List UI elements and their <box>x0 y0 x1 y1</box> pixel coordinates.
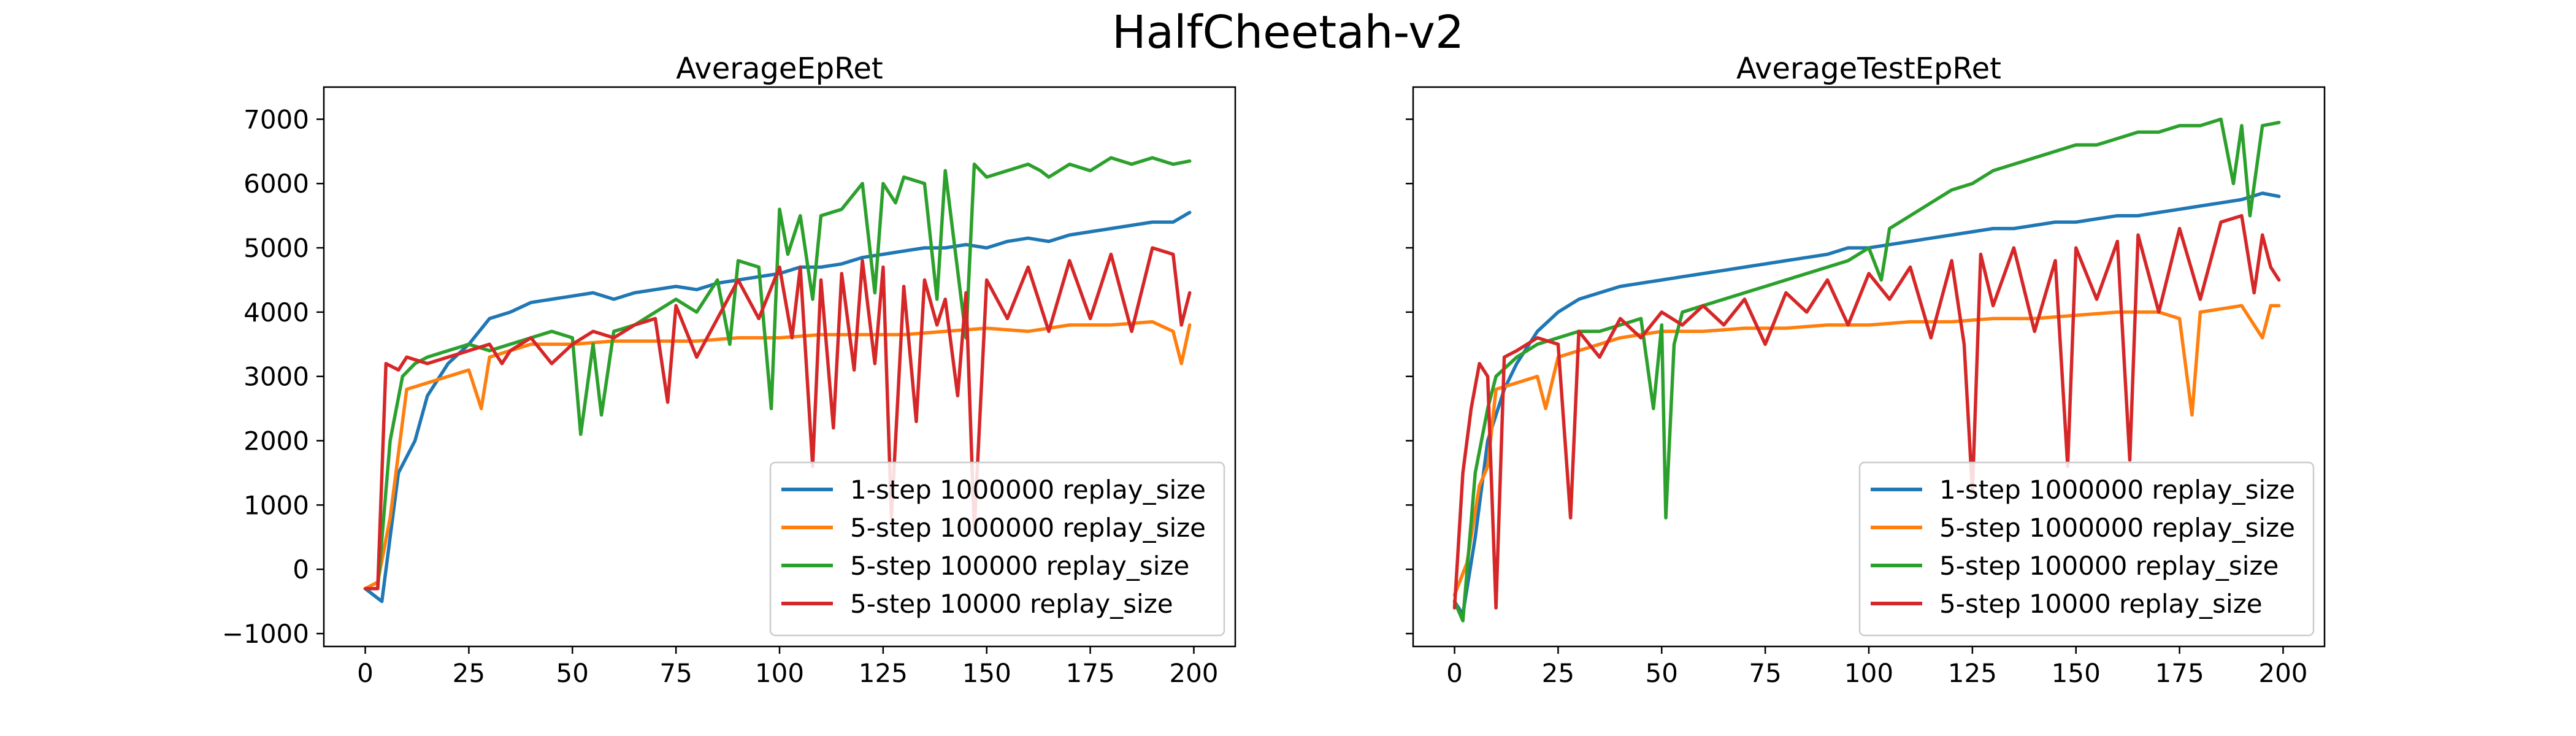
x-tick-label: 125 <box>859 658 908 688</box>
series-line-4 <box>1452 213 2281 610</box>
subplot-average-ep-ret: AverageEpRet 0 25 50 75 100 125 150 175 200 −1000… <box>222 52 1236 688</box>
x-tick-label: 50 <box>1646 658 1678 688</box>
y-tick-label: 2000 <box>243 426 309 456</box>
x-tick-label: 75 <box>1749 658 1781 688</box>
legend: 1-step 1000000 replay_size 5-step 1000000… <box>1858 461 2315 637</box>
y-tick-label: 1000 <box>243 490 309 520</box>
y-tick-label: 5000 <box>243 233 309 263</box>
x-tick-label: 200 <box>2258 658 2307 688</box>
plot-area <box>1452 117 2281 623</box>
y-tick-label: 4000 <box>243 297 309 328</box>
series-line-3 <box>363 156 1192 591</box>
legend-label: 5-step 10000 replay_size <box>1939 589 2263 619</box>
legend-label: 1-step 1000000 replay_size <box>1939 475 2295 505</box>
subplot-title: AverageTestEpRet <box>1736 52 2001 86</box>
x-tick-label: 75 <box>659 658 692 688</box>
x-tick-label: 25 <box>1542 658 1574 688</box>
x-tick-label: 175 <box>2155 658 2204 688</box>
legend-label: 5-step 1000000 replay_size <box>1939 513 2295 543</box>
legend-box <box>769 461 1225 637</box>
series-line-2 <box>363 320 1192 591</box>
legend: 1-step 1000000 replay_size 5-step 1000000… <box>769 461 1225 637</box>
x-tick-label: 200 <box>1169 658 1218 688</box>
legend-box <box>1858 461 2315 637</box>
legend-label: 5-step 100000 replay_size <box>850 551 1189 581</box>
legend-label: 1-step 1000000 replay_size <box>850 475 1206 505</box>
y-tick-label: 3000 <box>243 362 309 392</box>
x-tick-label: 0 <box>357 658 374 688</box>
x-tick-label: 125 <box>1948 658 1997 688</box>
x-tick-label: 150 <box>2052 658 2101 688</box>
x-tick-label: 25 <box>453 658 485 688</box>
legend-label: 5-step 100000 replay_size <box>1939 551 2279 581</box>
legend-label: 5-step 1000000 replay_size <box>850 513 1206 543</box>
x-tick-label: 50 <box>556 658 589 688</box>
subplot-title: AverageEpRet <box>676 52 883 86</box>
x-tick-label: 0 <box>1446 658 1463 688</box>
x-tick-label: 150 <box>962 658 1011 688</box>
y-tick-label: 7000 <box>243 104 309 134</box>
x-tick-label: 175 <box>1066 658 1115 688</box>
y-tick-label: 0 <box>293 554 309 585</box>
series-line-1 <box>1452 191 2281 616</box>
subplot-average-test-ep-ret: AverageTestEpRet 0 25 50 75 100 125 150 175 200 1… <box>1406 52 2326 688</box>
y-tick-label: −1000 <box>222 619 309 649</box>
plot-area <box>363 156 1192 604</box>
figure-title: HalfCheetah-v2 <box>1112 6 1464 59</box>
legend-label: 5-step 10000 replay_size <box>850 589 1173 619</box>
series-line-4 <box>363 246 1192 591</box>
x-tick-label: 100 <box>1844 658 1893 688</box>
series-line-1 <box>363 210 1192 604</box>
y-tick-label: 6000 <box>243 169 309 199</box>
x-tick-label: 100 <box>755 658 804 688</box>
